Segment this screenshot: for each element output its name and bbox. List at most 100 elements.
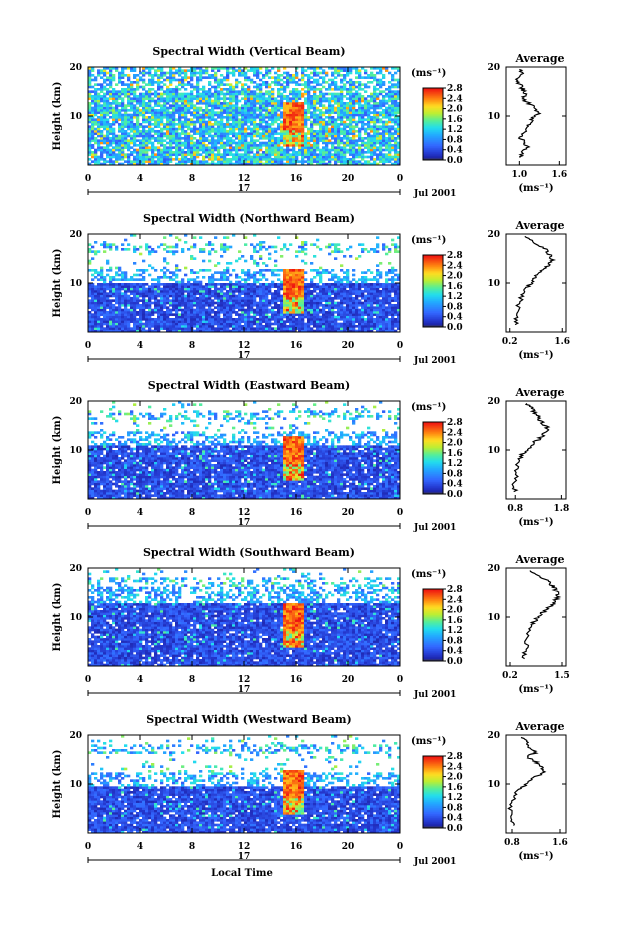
heatmap-cell [160, 71, 164, 75]
heatmap-cell [391, 76, 395, 79]
heatmap-cell [130, 125, 134, 128]
heatmap-cell [292, 151, 296, 154]
heatmap-cell [253, 146, 257, 149]
heatmap-cell [319, 160, 323, 163]
heatmap-cell [106, 67, 110, 70]
heatmap-cell [289, 90, 293, 93]
heatmap-cell [121, 97, 125, 100]
heatmap-cell [301, 311, 305, 314]
heatmap-cell [253, 315, 257, 319]
heatmap-cell [136, 83, 140, 86]
heatmap-cell [346, 301, 350, 305]
heatmap-cell [172, 299, 176, 302]
heatmap-cell [367, 325, 371, 328]
heatmap-cell [88, 132, 92, 135]
heatmap-cell [106, 327, 110, 330]
heatmap-cell [196, 130, 200, 133]
heatmap-cell [331, 104, 335, 107]
heatmap-cell [325, 329, 329, 333]
heatmap-cell [223, 134, 227, 138]
heatmap-cell [289, 325, 293, 328]
heatmap-cell [244, 322, 248, 326]
heatmap-cell [241, 158, 245, 161]
heatmap-cell [205, 120, 209, 124]
heatmap-cell [379, 67, 383, 70]
heatmap-cell [256, 74, 260, 77]
heatmap-cell [238, 92, 242, 96]
heatmap-cell [328, 78, 332, 82]
heatmap-cell [295, 318, 299, 321]
heatmap-cell [352, 106, 356, 110]
heatmap-cell [280, 301, 284, 305]
heatmap-cell [151, 88, 155, 91]
heatmap-cell [109, 299, 113, 302]
heatmap-cell [118, 297, 122, 300]
heatmap-cell [88, 313, 92, 316]
heatmap-cell [349, 318, 353, 321]
heatmap-cell [175, 153, 179, 156]
heatmap-cell [109, 144, 113, 147]
heatmap-cell [247, 97, 251, 100]
heatmap-cell [187, 297, 191, 300]
heatmap-cell [106, 155, 110, 159]
heatmap-cell [139, 313, 143, 316]
heatmap-cell [262, 125, 266, 128]
heatmap-cell [190, 97, 194, 100]
heatmap-cell [379, 106, 383, 110]
heatmap-cell [103, 120, 107, 124]
heatmap-cell [196, 116, 200, 119]
heatmap-cell [235, 151, 239, 154]
heatmap-cell [94, 304, 98, 307]
heatmap-cell [223, 88, 227, 91]
heatmap-cell [97, 322, 101, 326]
heatmap-cell [163, 106, 167, 110]
heatmap-cell [289, 81, 293, 84]
heatmap-cell [127, 67, 131, 70]
heatmap-cell [244, 120, 248, 124]
heatmap-cell [88, 67, 92, 70]
colorbar-segment [423, 102, 443, 105]
heatmap-cell [169, 158, 173, 161]
heatmap-cell [292, 325, 296, 328]
heatmap-cell [151, 301, 155, 305]
heatmap-cell [274, 301, 278, 305]
heatmap-cell [226, 116, 230, 119]
heatmap-cell [160, 306, 164, 309]
heatmap-cell [121, 322, 125, 326]
heatmap-cell [235, 329, 239, 333]
heatmap-cell [208, 90, 212, 93]
heatmap-cell [202, 109, 206, 112]
heatmap-cell [277, 297, 281, 300]
heatmap-cell [307, 151, 311, 154]
heatmap-cell [259, 311, 263, 314]
heatmap-cell [244, 148, 248, 152]
heatmap-cell [304, 313, 308, 316]
heatmap-cell [256, 116, 260, 119]
heatmap-cell [370, 308, 374, 312]
heatmap-cell [223, 304, 227, 307]
heatmap-cell [301, 102, 305, 105]
heatmap-cell [364, 160, 368, 163]
heatmap-cell [271, 104, 275, 107]
heatmap-cell [226, 88, 230, 91]
heatmap-cell [388, 109, 392, 112]
heatmap-cell [124, 322, 128, 326]
heatmap-cell [280, 127, 284, 131]
heatmap-cell [169, 88, 173, 91]
heatmap-cell [379, 139, 383, 142]
heatmap-cell [88, 151, 92, 154]
heatmap-cell [199, 306, 203, 309]
heatmap-cell [259, 132, 263, 135]
heatmap-cell [265, 155, 269, 159]
heatmap-cell [361, 308, 365, 312]
heatmap-cell [145, 160, 149, 163]
heatmap-cell [130, 141, 134, 145]
heatmap-cell [217, 83, 221, 86]
heatmap-cell [394, 306, 398, 309]
heatmap-cell [268, 320, 272, 323]
heatmap-cell [106, 306, 110, 309]
heatmap-cell [301, 158, 305, 161]
heatmap-cell [148, 120, 152, 124]
heatmap-cell [349, 160, 353, 163]
heatmap-cell [157, 322, 161, 326]
